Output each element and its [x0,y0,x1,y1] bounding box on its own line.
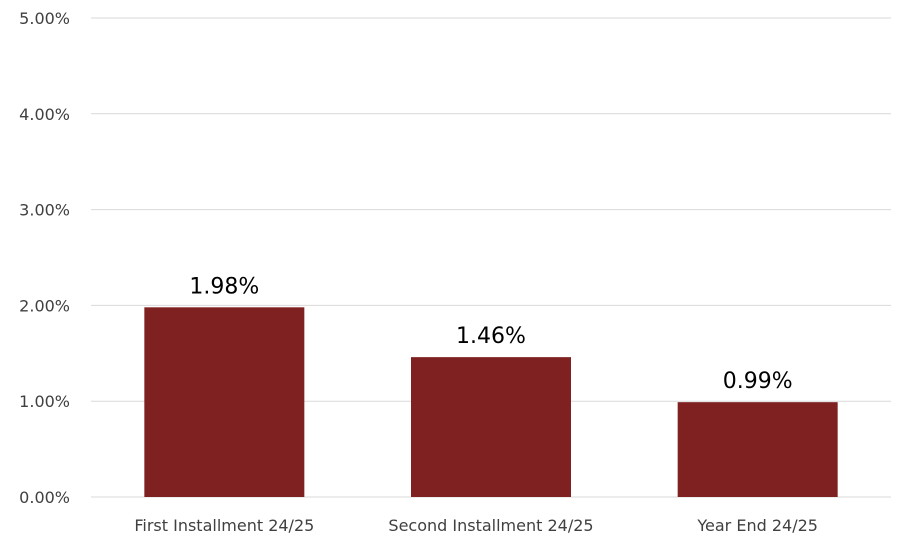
bar [411,357,571,497]
data-labels: 1.98% 1.46% 0.99% [189,274,792,394]
bar [677,402,838,497]
category-label: Second Installment 24/25 [388,516,593,535]
data-label: 0.99% [723,369,793,394]
y-tick-label: 4.00% [19,105,70,124]
y-tick-label: 1.00% [19,392,70,411]
data-label: 1.98% [189,274,259,299]
category-label: Year End 24/25 [696,516,818,535]
y-tick-label: 2.00% [19,296,70,315]
y-tick-label: 3.00% [19,201,70,220]
bars [144,307,838,497]
data-label: 1.46% [456,324,526,349]
bar [144,307,305,497]
y-tick-label: 5.00% [19,9,70,28]
y-tick-label: 0.00% [19,488,70,507]
category-label: First Installment 24/25 [134,516,314,535]
y-axis-ticks: 0.00% 1.00% 2.00% 3.00% 4.00% 5.00% [19,9,70,507]
category-labels: First Installment 24/25 Second Installmen… [134,516,818,535]
